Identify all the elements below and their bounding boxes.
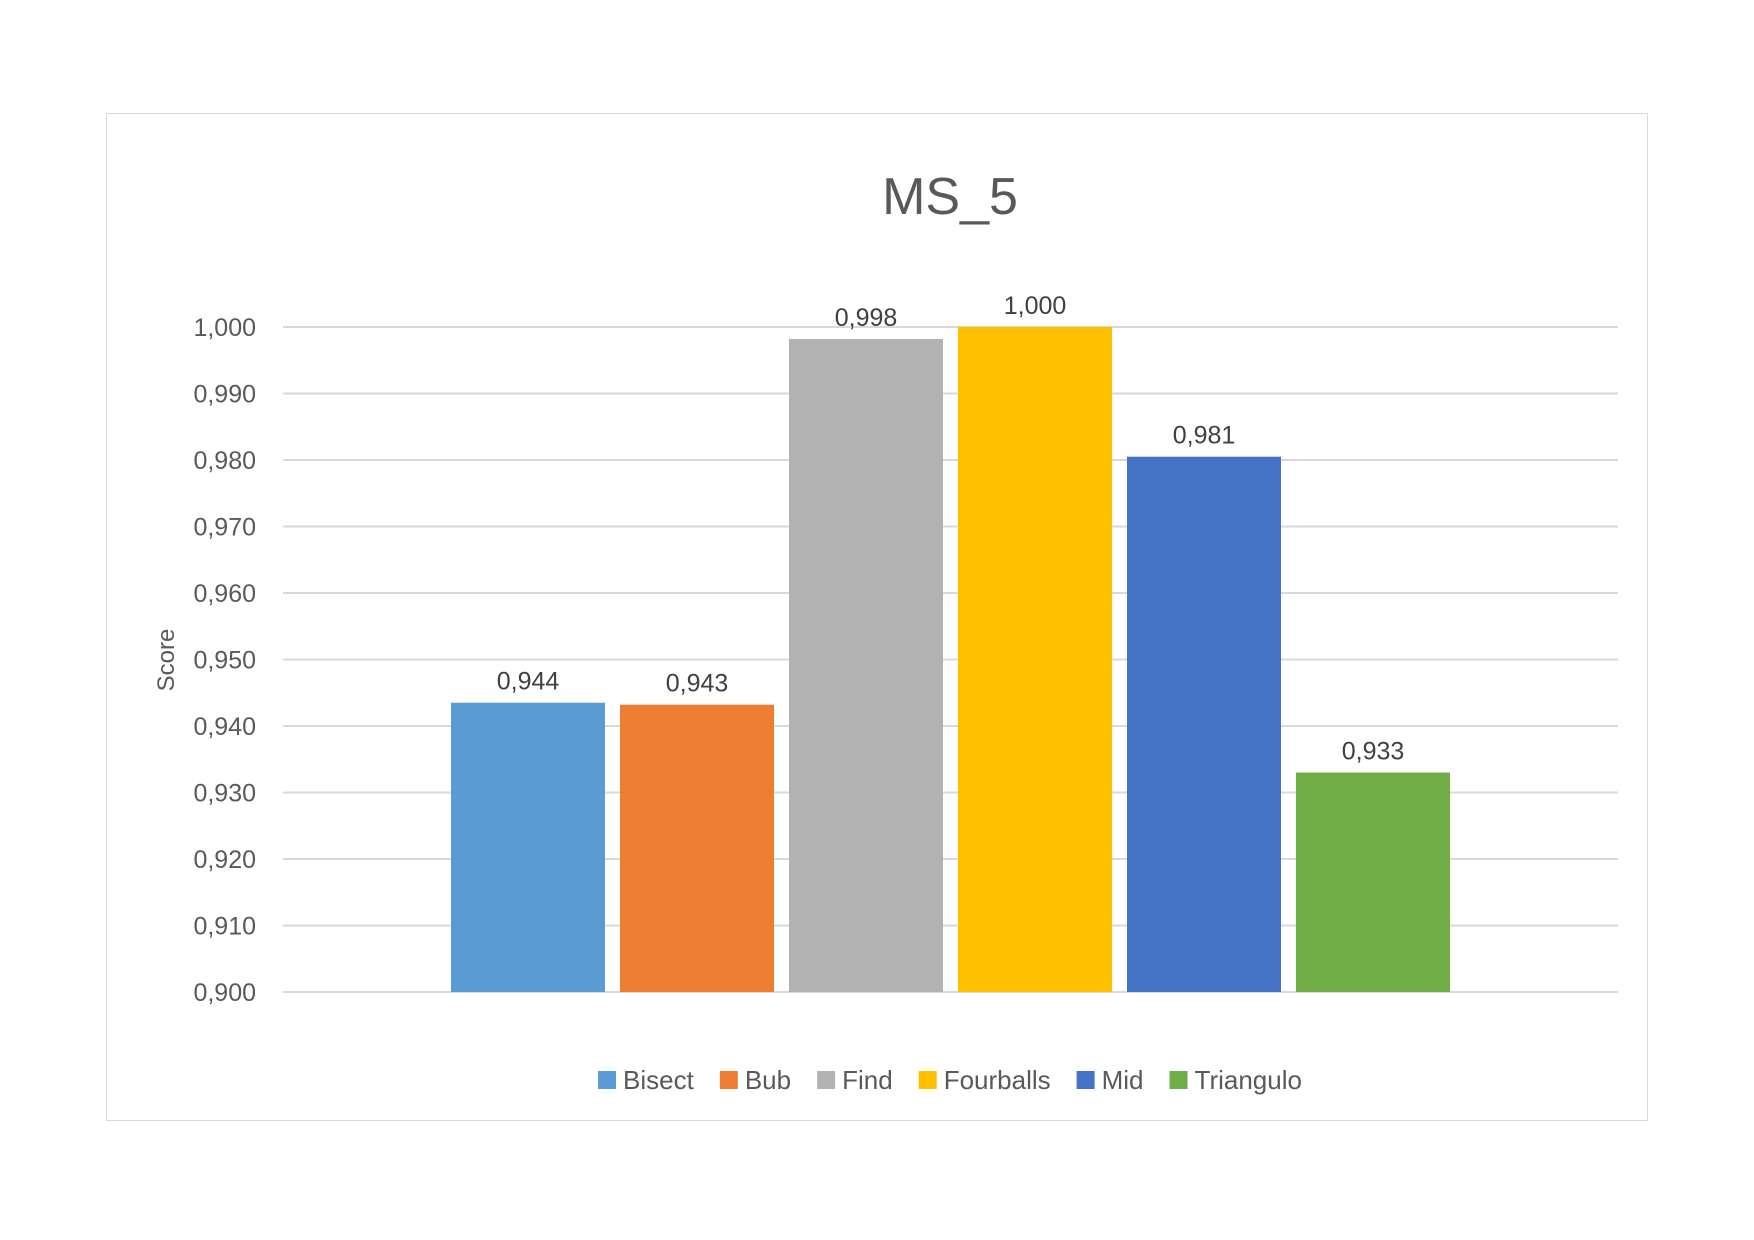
y-axis-label: Score [153, 629, 180, 692]
legend-item-mid: Mid [1076, 1065, 1144, 1095]
legend-swatch [719, 1071, 738, 1089]
data-labels: 0,944 0,943 0,998 1,000 0,981 0,933 [497, 292, 1405, 766]
y-tick-label: 0,940 [193, 713, 256, 741]
y-axis-ticks: 0,900 0,910 0,920 0,930 0,940 0,950 0,960 0,970… [193, 314, 256, 1007]
y-tick-label: 1,000 [193, 314, 256, 342]
data-label-mid: 0,981 [1173, 422, 1236, 450]
y-tick-label: 0,930 [193, 780, 256, 808]
y-tick-label: 0,980 [193, 447, 256, 475]
legend-label: Bub [745, 1065, 791, 1095]
y-tick-label: 0,900 [193, 979, 256, 1007]
legend-swatch [598, 1071, 617, 1089]
chart-title: MS_5 [882, 168, 1018, 226]
bar-bub [620, 704, 774, 992]
bar-fourballs [958, 327, 1112, 992]
bar-triangulo [1296, 772, 1450, 992]
bar-bisect [451, 702, 605, 992]
y-tick-label: 0,950 [193, 647, 256, 675]
y-tick-label: 0,910 [193, 913, 256, 941]
bars [451, 327, 1450, 993]
legend-swatch [817, 1071, 836, 1089]
data-label-bisect: 0,944 [497, 668, 560, 696]
legend-label: Triangulo [1195, 1065, 1302, 1095]
legend-item-find: Find [817, 1065, 893, 1095]
legend-swatch [1169, 1071, 1188, 1089]
y-tick-label: 0,970 [193, 514, 256, 542]
legend-label: Fourballs [944, 1065, 1051, 1095]
legend-item-bub: Bub [719, 1065, 791, 1095]
y-tick-label: 0,990 [193, 381, 256, 409]
legend: Bisect Bub Find Fourballs Mid Triangulo [598, 1065, 1302, 1095]
data-label-triangulo: 0,933 [1342, 738, 1405, 766]
y-tick-label: 0,960 [193, 580, 256, 608]
legend-item-triangulo: Triangulo [1169, 1065, 1302, 1095]
data-label-bub: 0,943 [666, 670, 729, 698]
bar-mid [1127, 456, 1281, 992]
legend-label: Find [842, 1065, 893, 1095]
legend-label: Bisect [623, 1065, 695, 1095]
legend-swatch [918, 1071, 937, 1089]
legend-label: Mid [1102, 1065, 1144, 1095]
legend-item-bisect: Bisect [598, 1065, 695, 1095]
legend-swatch [1076, 1071, 1095, 1089]
bar-find [789, 338, 943, 993]
y-tick-label: 0,920 [193, 846, 256, 874]
data-label-find: 0,998 [835, 304, 898, 332]
data-label-fourballs: 1,000 [1004, 292, 1067, 320]
legend-item-fourballs: Fourballs [918, 1065, 1051, 1095]
